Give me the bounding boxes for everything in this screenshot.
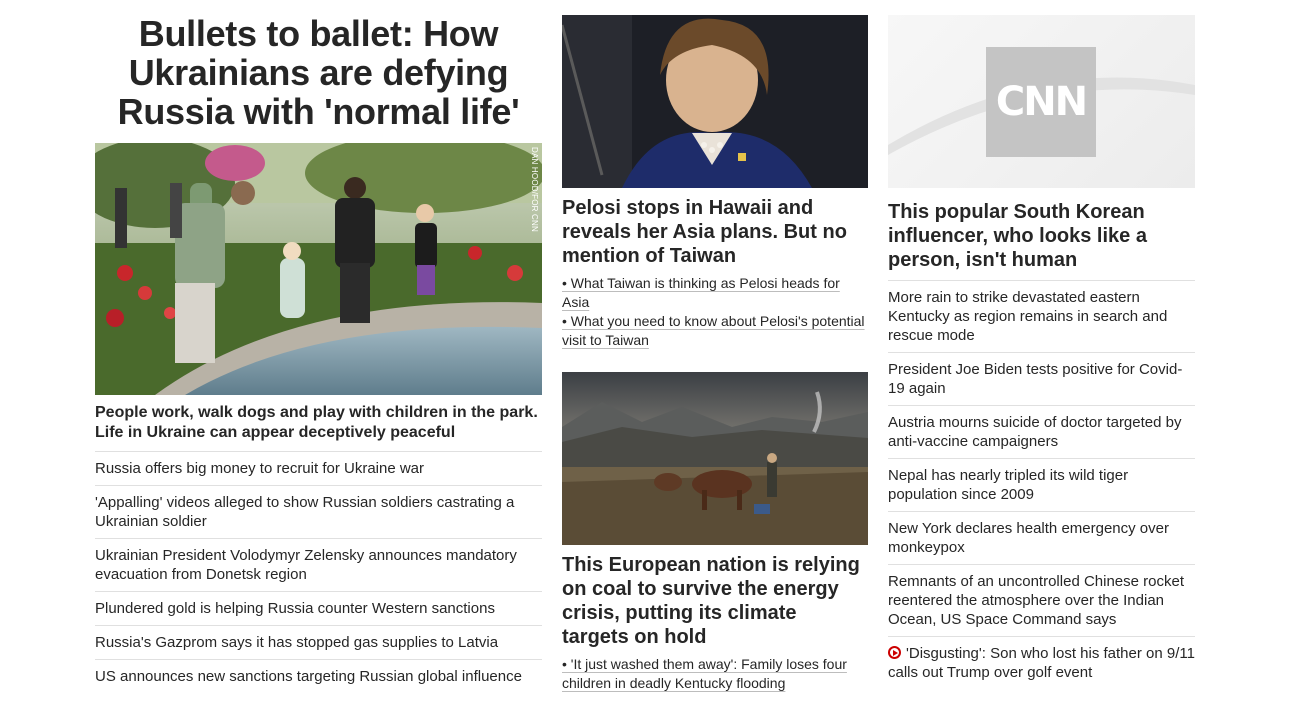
right-column: CNN This popular South Korean influencer… xyxy=(888,15,1195,689)
photo-credit: DAN HOOD/FOR CNN xyxy=(530,147,539,232)
cnn-logo: CNN xyxy=(986,47,1096,157)
list-item[interactable]: More rain to strike devastated eastern K… xyxy=(888,281,1195,353)
pelosi-headline[interactable]: Pelosi stops in Hawaii and reveals her A… xyxy=(562,197,847,267)
list-item[interactable]: Russia's Gazprom says it has stopped gas… xyxy=(95,626,542,660)
coal-headline[interactable]: This European nation is relying on coal … xyxy=(562,554,860,648)
middle-column: Pelosi stops in Hawaii and reveals her A… xyxy=(562,15,868,693)
pelosi-image xyxy=(562,15,868,188)
list-item[interactable]: Plundered gold is helping Russia counter… xyxy=(95,592,542,626)
cnn-placeholder-image[interactable]: CNN xyxy=(888,15,1195,188)
related-link[interactable]: • 'It just washed them away': Family los… xyxy=(562,656,847,691)
coal-related-links: • 'It just washed them away': Family los… xyxy=(562,655,868,693)
list-item[interactable]: President Joe Biden tests positive for C… xyxy=(888,353,1195,406)
main-headline[interactable]: Bullets to ballet: How Ukrainians are de… xyxy=(117,13,520,132)
pelosi-photo[interactable] xyxy=(562,15,868,188)
list-item[interactable]: 'Appalling' videos alleged to show Russi… xyxy=(95,486,542,539)
list-item[interactable]: Russia offers big money to recruit for U… xyxy=(95,452,542,486)
list-item[interactable]: US announces new sanctions targeting Rus… xyxy=(95,668,522,685)
hero-caption[interactable]: People work, walk dogs and play with chi… xyxy=(95,403,542,452)
world-story-list: More rain to strike devastated eastern K… xyxy=(888,280,1195,689)
cattle-landscape-image xyxy=(562,372,868,545)
video-story-label: 'Disgusting': Son who lost his father on… xyxy=(888,645,1195,681)
cnn-logo-text: CNN xyxy=(995,79,1088,125)
coal-landscape-photo[interactable] xyxy=(562,372,868,545)
list-item[interactable]: Nepal has nearly tripled its wild tiger … xyxy=(888,459,1195,512)
ukraine-story-list: Russia offers big money to recruit for U… xyxy=(95,452,542,693)
play-circle-icon xyxy=(888,646,901,659)
list-item[interactable]: Austria mourns suicide of doctor targete… xyxy=(888,406,1195,459)
influencer-headline[interactable]: This popular South Korean influencer, wh… xyxy=(888,201,1147,271)
list-item[interactable]: New York declares health emergency over … xyxy=(888,512,1195,565)
related-link[interactable]: • What you need to know about Pelosi's p… xyxy=(562,313,865,348)
related-link[interactable]: • What Taiwan is thinking as Pelosi head… xyxy=(562,275,840,310)
park-fountain-photo[interactable]: DAN HOOD/FOR CNN xyxy=(95,143,542,395)
park-scene-image xyxy=(95,143,542,395)
pelosi-related-links: • What Taiwan is thinking as Pelosi head… xyxy=(562,274,868,350)
list-item[interactable]: Remnants of an uncontrolled Chinese rock… xyxy=(888,565,1195,637)
list-item[interactable]: Ukrainian President Volodymyr Zelensky a… xyxy=(95,539,542,592)
video-list-item[interactable]: 'Disgusting': Son who lost his father on… xyxy=(888,637,1195,689)
left-column: Bullets to ballet: How Ukrainians are de… xyxy=(95,0,542,693)
